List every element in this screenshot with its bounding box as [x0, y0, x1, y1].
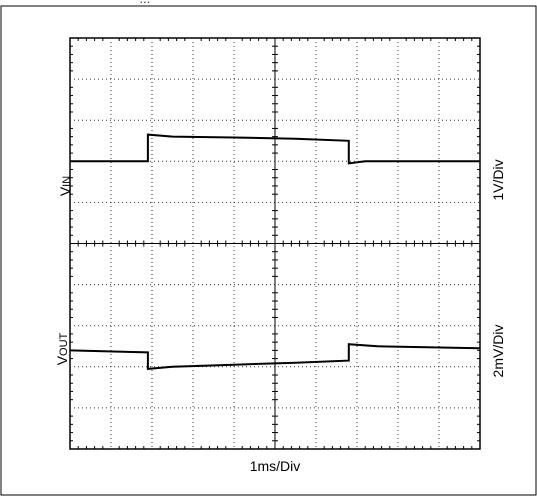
clipped-header-text: ...	[0, 0, 537, 6]
vout-label: VOUT	[54, 332, 70, 366]
vin-label: VIN	[57, 175, 73, 197]
traces	[69, 133, 481, 370]
figure-frame	[0, 5, 537, 496]
graticule	[70, 38, 480, 449]
x-axis-scale-label: 1ms/Div	[249, 458, 301, 474]
vout-scale-label: 2mV/Div	[490, 324, 506, 378]
vout-trace	[69, 343, 481, 370]
vin-scale-label: 1V/Div	[490, 159, 506, 201]
vin-trace	[70, 133, 480, 165]
